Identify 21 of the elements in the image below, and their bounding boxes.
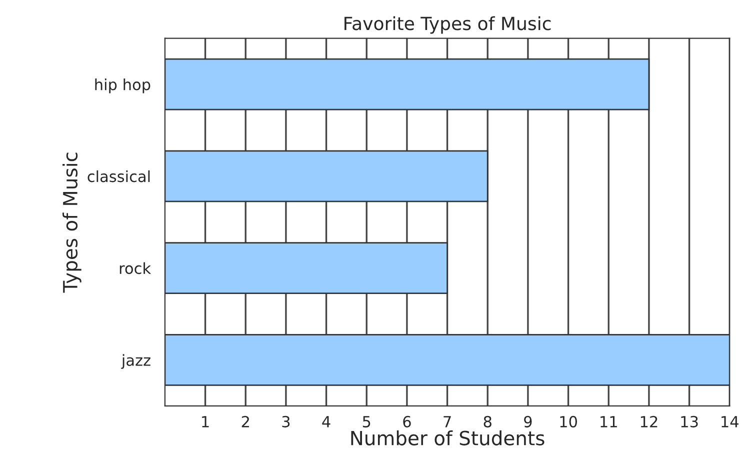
x-tick-label: 1 bbox=[202, 416, 209, 428]
y-tick-label: hip hop bbox=[95, 78, 150, 94]
x-tick-label: 6 bbox=[403, 416, 411, 428]
y-tick-label: rock bbox=[120, 262, 152, 274]
x-tick-label: 13 bbox=[681, 416, 698, 428]
x-tick-label: 2 bbox=[242, 416, 249, 428]
x-tick-label: 14 bbox=[722, 416, 738, 428]
x-tick-label: 9 bbox=[524, 416, 532, 428]
x-axis-title: Number of Students bbox=[351, 430, 544, 446]
x-tick-label: 4 bbox=[322, 416, 330, 428]
x-tick-label: 10 bbox=[560, 416, 577, 428]
y-tick-label: jazz bbox=[121, 354, 150, 369]
chart-title: Favorite Types of Music bbox=[344, 16, 551, 34]
x-tick-label: 3 bbox=[282, 416, 290, 428]
x-tick-label: 5 bbox=[362, 416, 370, 428]
x-tick-label: 8 bbox=[484, 416, 492, 428]
x-tick-label: 7 bbox=[444, 416, 451, 428]
y-tick-label: classical bbox=[88, 170, 150, 182]
y-axis-title: Types of Music bbox=[62, 152, 82, 293]
x-tick-label: 11 bbox=[600, 416, 617, 428]
x-tick-label: 12 bbox=[640, 416, 658, 428]
